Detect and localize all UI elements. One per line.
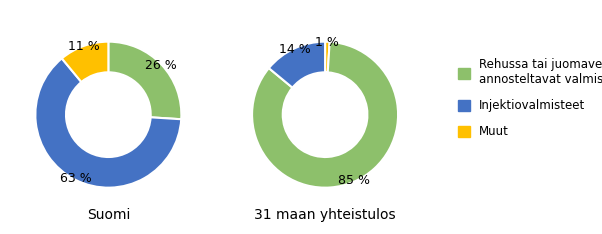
Legend: Rehussa tai juomavedessä
annosteltavat valmisteet, Injektiovalmisteet, Muut: Rehussa tai juomavedessä annosteltavat v…: [455, 55, 602, 142]
Wedge shape: [269, 42, 325, 88]
Text: 63 %: 63 %: [60, 172, 92, 185]
Wedge shape: [36, 58, 181, 188]
Text: 14 %: 14 %: [279, 43, 310, 56]
Text: 85 %: 85 %: [338, 174, 370, 187]
Text: 26 %: 26 %: [145, 59, 177, 72]
Text: 11 %: 11 %: [68, 40, 100, 53]
Text: 1 %: 1 %: [315, 36, 340, 49]
Wedge shape: [325, 42, 330, 72]
Wedge shape: [252, 42, 398, 188]
Title: 31 maan yhteistulos: 31 maan yhteistulos: [254, 208, 396, 223]
Wedge shape: [62, 42, 108, 82]
Wedge shape: [108, 42, 181, 119]
Title: Suomi: Suomi: [87, 208, 130, 223]
